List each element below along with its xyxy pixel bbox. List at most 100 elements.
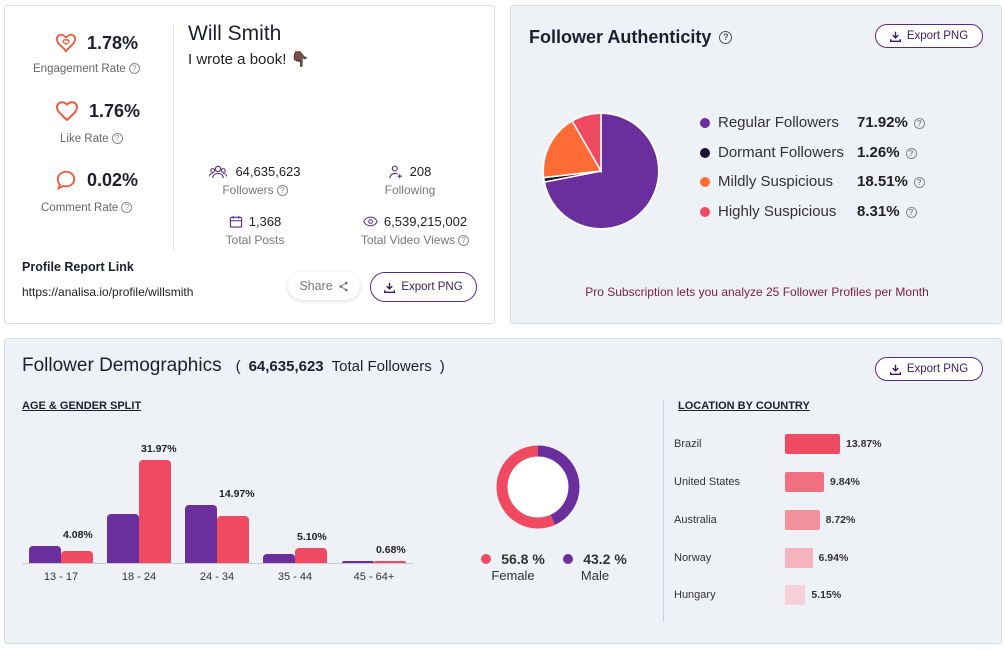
country-value: 9.84% <box>830 476 860 488</box>
comment-rate-value: 0.02% <box>87 169 139 190</box>
like-rate-label: Like Rate? <box>60 133 123 145</box>
bar-male-1 <box>107 513 139 563</box>
country-label: Norway <box>674 552 712 564</box>
country-bar <box>785 434 840 454</box>
help-icon[interactable]: ? <box>719 31 733 44</box>
profile-name: Will Smith <box>188 22 282 45</box>
share-button[interactable]: Share <box>288 272 360 300</box>
legend-value-wrap: 18.51%? <box>857 173 925 190</box>
demographics-header: Follower Demographics ( 64,635,623 Total… <box>22 355 445 377</box>
legend-value: 71.92% <box>857 114 908 131</box>
engagement-rate-label-text: Engagement Rate <box>33 63 126 75</box>
users-icon <box>209 165 228 178</box>
country-label: Hungary <box>674 589 716 601</box>
video-views-value: 6,539,215,002 <box>383 214 468 229</box>
posts-label: Total Posts <box>225 233 285 247</box>
help-icon[interactable]: ? <box>913 117 925 129</box>
x-tick-label: 18 - 24 <box>121 571 157 583</box>
legend-label: Regular Followers <box>718 114 839 131</box>
followers-label-text: Followers <box>222 183 274 197</box>
legend-value-wrap: 8.31%? <box>857 203 917 220</box>
bar-value-label: 5.10% <box>297 530 327 543</box>
total-close-paren: ) <box>439 358 445 375</box>
bar-female-2 <box>217 515 249 563</box>
female-value: 56.8 % <box>501 551 545 567</box>
bar-value-label: 31.97% <box>141 442 177 455</box>
female-dot <box>481 554 492 564</box>
like-rate-value: 1.76% <box>89 100 141 121</box>
legend-value-wrap: 1.26%? <box>857 144 917 161</box>
share-label: Share <box>299 279 333 293</box>
help-icon[interactable]: ? <box>121 202 133 214</box>
donut-female-arc <box>496 445 580 529</box>
like-rate-metric: 1.76% <box>55 100 140 122</box>
video-views-label: Total Video Views? <box>345 233 485 247</box>
help-icon[interactable]: ? <box>458 235 470 247</box>
export-png-label: Export PNG <box>401 281 463 293</box>
followers-value: 64,635,623 <box>235 164 301 179</box>
download-icon <box>889 364 901 375</box>
legend-value: 18.51% <box>857 173 908 190</box>
male-dot <box>563 554 574 564</box>
help-icon[interactable]: ? <box>913 176 925 188</box>
legend-value: 8.31% <box>857 203 900 220</box>
heart-chat-icon <box>55 33 77 53</box>
country-value: 6.94% <box>818 552 849 564</box>
help-icon[interactable]: ? <box>276 185 288 197</box>
help-icon[interactable]: ? <box>905 147 917 159</box>
country-value: 5.15% <box>811 589 842 601</box>
male-value: 43.2 % <box>583 551 627 567</box>
report-link[interactable]: https://analisa.io/profile/willsmith <box>22 285 194 299</box>
legend-value: 1.26% <box>857 144 900 161</box>
legend-dot <box>700 176 710 187</box>
engagement-rate-label: Engagement Rate? <box>33 63 140 75</box>
bar-male-4 <box>342 561 374 563</box>
authenticity-export-button[interactable]: Export PNG <box>875 24 983 48</box>
heart-icon <box>55 101 79 122</box>
legend-dot <box>700 206 710 217</box>
profile-bio: I wrote a book! 👇🏿 <box>188 51 310 68</box>
male-label: Male <box>580 568 610 583</box>
engagement-rate-metric: 1.78% <box>55 32 138 54</box>
user-follow-icon <box>388 164 402 178</box>
help-icon[interactable]: ? <box>905 206 917 218</box>
donut-hole <box>508 457 568 517</box>
comment-rate-metric: 0.02% <box>55 169 138 191</box>
country-bar <box>785 548 813 568</box>
video-views-label-text: Total Video Views <box>360 233 456 247</box>
bar-female-0 <box>61 551 93 563</box>
legend-dot <box>700 147 710 158</box>
bar-female-3 <box>295 547 327 563</box>
pro-subscription-note: Pro Subscription lets you analyze 25 Fol… <box>585 285 929 299</box>
bar-male-2 <box>185 505 217 563</box>
following-value: 208 <box>409 164 432 179</box>
vertical-divider <box>173 24 174 250</box>
bar-value-label: 0.68% <box>376 543 406 556</box>
posts-stat: 1,368 Total Posts <box>195 214 315 247</box>
x-tick-label: 24 - 34 <box>199 571 235 583</box>
country-bar <box>785 585 806 605</box>
authenticity-title: Follower Authenticity? <box>529 27 733 48</box>
x-tick-label: 13 - 17 <box>43 571 79 583</box>
age-chart-baseline <box>22 563 413 564</box>
followers-stat: 64,635,623 Followers? <box>195 164 315 197</box>
country-bar <box>785 472 825 492</box>
demographics-export-button[interactable]: Export PNG <box>875 357 983 381</box>
following-stat: 208 Following <box>355 164 465 197</box>
legend-label: Mildly Suspicious <box>718 173 834 190</box>
profile-card: 1.78% Engagement Rate? 1.76% Like Rate? … <box>4 5 495 324</box>
country-label: Brazil <box>674 438 702 450</box>
eye-icon <box>362 216 378 227</box>
share-icon <box>339 281 348 291</box>
export-png-button[interactable]: Export PNG <box>370 272 477 302</box>
total-followers-label: Total Followers <box>331 358 432 375</box>
help-icon[interactable]: ? <box>128 63 140 75</box>
authenticity-card: Follower Authenticity? Export PNG Regula… <box>510 5 1002 324</box>
country-value: 13.87% <box>846 438 882 450</box>
gender-donut-chart <box>496 445 580 529</box>
legend-label: Dormant Followers <box>718 144 844 161</box>
comment-rate-label-text: Comment Rate <box>41 202 119 214</box>
help-icon[interactable]: ? <box>111 133 123 145</box>
legend-item-regular-followers: Regular Followers 71.92%? <box>700 114 930 131</box>
bar-male-3 <box>263 554 295 563</box>
